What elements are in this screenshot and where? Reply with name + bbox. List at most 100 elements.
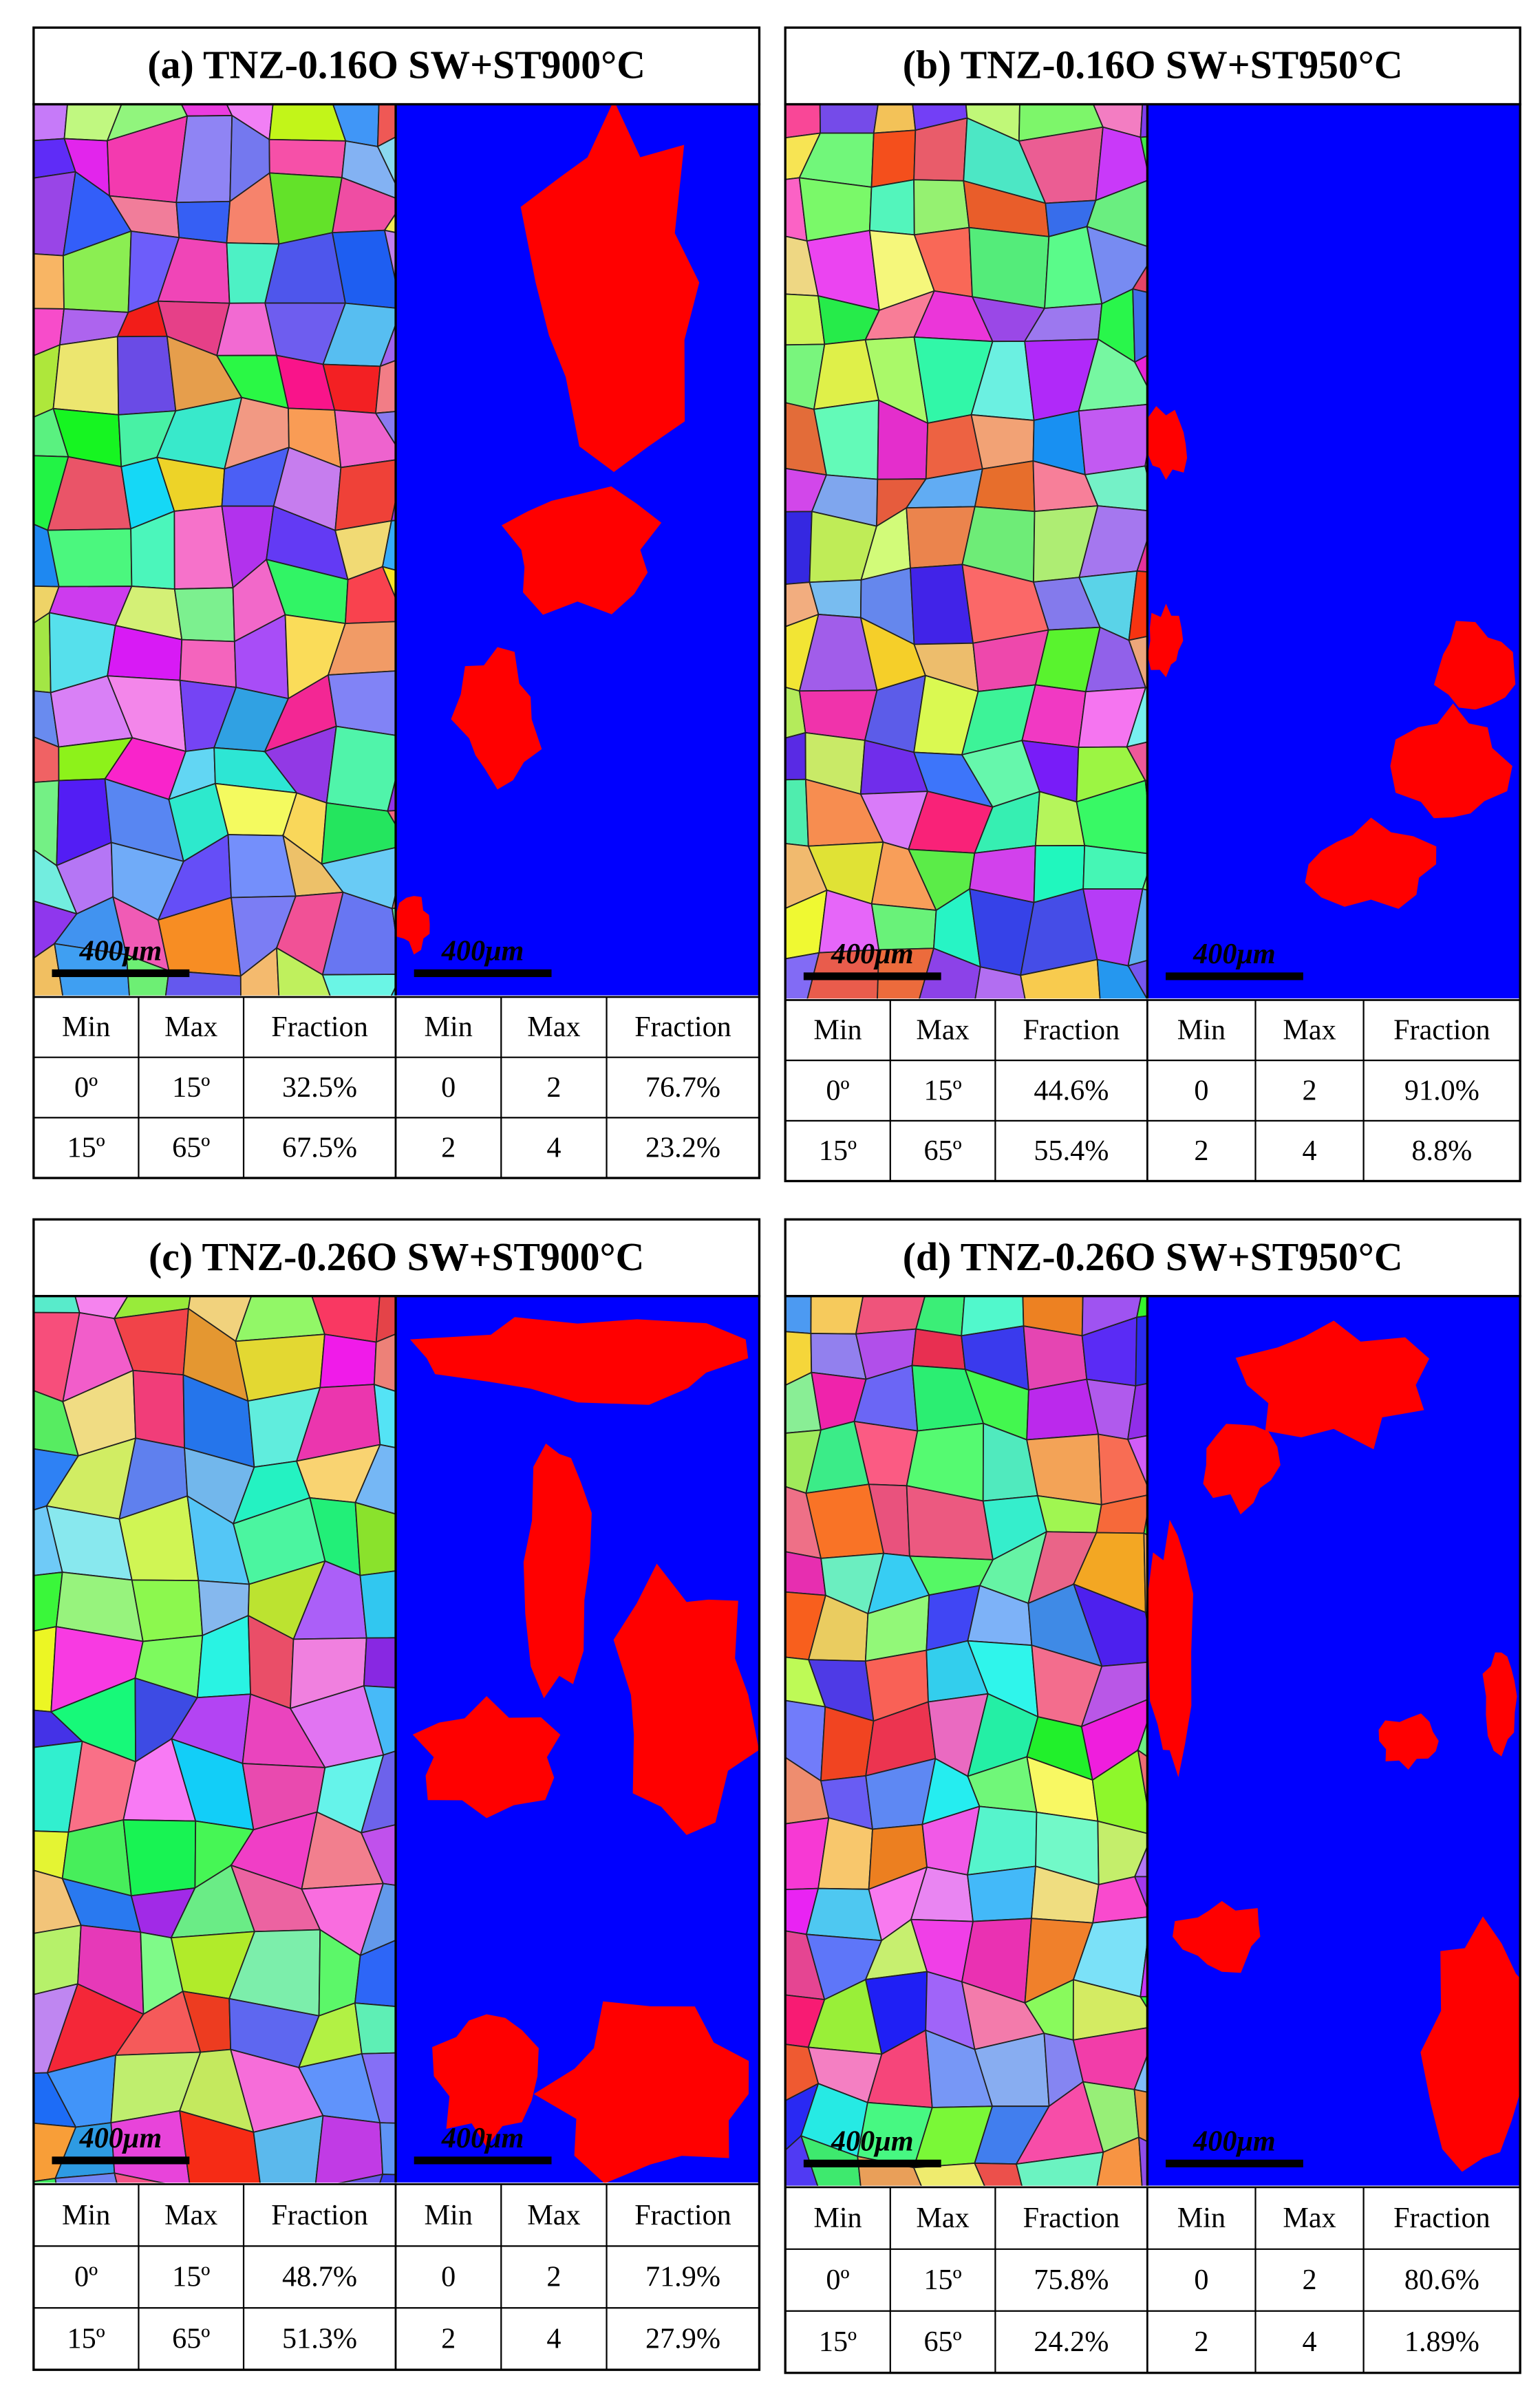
grain (1072, 1979, 1148, 2041)
grain (1126, 1382, 1148, 1440)
table-cell: 0º (826, 2264, 849, 2296)
table-cell: 75.8% (1034, 2264, 1109, 2296)
red-region (412, 1696, 561, 1819)
table-cell: 23.2% (645, 1132, 720, 1164)
grain (1133, 354, 1148, 388)
grain (33, 2177, 57, 2183)
grain (363, 1685, 396, 1756)
grain (1072, 1583, 1148, 1667)
table-header: Min (1177, 2202, 1226, 2234)
grain (122, 1819, 197, 1897)
grain (253, 2114, 324, 2183)
red-region (1378, 1713, 1439, 1770)
grain (33, 1626, 57, 1713)
grain (1140, 104, 1148, 138)
grain (974, 966, 1026, 999)
table-cell: 4 (1303, 2326, 1317, 2358)
grain (868, 179, 915, 236)
table-cell: 24.2% (1034, 2326, 1109, 2358)
table-cell: 15º (819, 1135, 857, 1167)
table-border (32, 996, 397, 1179)
table-border (394, 996, 760, 1179)
grain (386, 810, 396, 826)
table-header: Min (62, 1011, 110, 1043)
grain (360, 1824, 396, 1886)
grain (1137, 1719, 1148, 1758)
table-header: Max (164, 1011, 217, 1043)
grain (1078, 338, 1148, 412)
grain (341, 140, 396, 199)
title-box (32, 26, 761, 106)
grain (33, 611, 52, 694)
grain (375, 1296, 396, 1343)
table-cell: 4 (546, 1132, 561, 1164)
grain (785, 293, 826, 346)
table-cell: 0 (1194, 1074, 1208, 1106)
table-cell: 80.6% (1404, 2264, 1479, 2296)
grain (175, 200, 231, 244)
red-region (533, 2001, 749, 2183)
table-cell: 2 (1303, 2264, 1317, 2296)
table-cell: 67.5% (282, 1132, 357, 1164)
table-cell: 0 (441, 1071, 456, 1104)
table-cell: 8.8% (1411, 1135, 1472, 1167)
red-region (501, 486, 662, 615)
red-region (1482, 1652, 1517, 1757)
red-region (520, 104, 700, 472)
table-header: Min (813, 1014, 862, 1047)
grain (33, 942, 64, 996)
table-cell: 2 (441, 2323, 456, 2355)
red-region (1235, 1320, 1430, 1450)
grain (1136, 537, 1148, 572)
scale-bar (1166, 2159, 1303, 2167)
table-cell: 91.0% (1404, 1074, 1479, 1106)
scale-bar (803, 2159, 941, 2167)
grain (379, 2174, 396, 2183)
grain (173, 587, 235, 643)
table-cell: 2 (1303, 1074, 1317, 1106)
grain (131, 1579, 204, 1642)
table-header: Min (1177, 1014, 1226, 1047)
grain (785, 511, 813, 586)
scale-bar-label: 400μm (441, 2122, 524, 2154)
red-region (1433, 621, 1516, 710)
title-box (784, 1218, 1521, 1298)
table-header: Max (527, 1011, 580, 1043)
grain (239, 946, 280, 996)
red-region (1147, 1519, 1194, 1778)
red-region (1305, 817, 1437, 909)
grain (1091, 1749, 1148, 1834)
grain (54, 2172, 118, 2183)
table-cell: 4 (546, 2323, 561, 2355)
table-header: Max (164, 2199, 217, 2231)
scale-bar (414, 2156, 552, 2165)
grain (1133, 2088, 1148, 2143)
table-header: Min (424, 1011, 472, 1043)
table-cell: 65º (172, 1132, 210, 1164)
red-region (1203, 1424, 1281, 1515)
orientation-map (785, 1296, 1148, 2186)
grain (381, 566, 396, 600)
grain (132, 1369, 185, 1449)
grain (354, 1501, 396, 1576)
table-cell: 4 (1303, 1135, 1317, 1167)
grain (47, 528, 133, 588)
grain (1138, 2136, 1148, 2186)
grain (1095, 126, 1148, 202)
table-cell: 15º (923, 1074, 961, 1106)
table-cell: 65º (172, 2323, 210, 2355)
grain (376, 104, 396, 148)
panel-title: (b) TNZ-0.16O SW+ST950°C (903, 43, 1403, 87)
grain (361, 2052, 396, 2124)
grain (321, 891, 396, 976)
grain (1026, 1378, 1100, 1441)
grain (33, 1571, 63, 1632)
red-region (396, 896, 430, 955)
grain (919, 947, 981, 999)
grain (1015, 2151, 1104, 2186)
table-header: Fraction (634, 1011, 731, 1043)
table-cell: 55.4% (1034, 1135, 1109, 1167)
table-cell: 51.3% (282, 2323, 357, 2355)
